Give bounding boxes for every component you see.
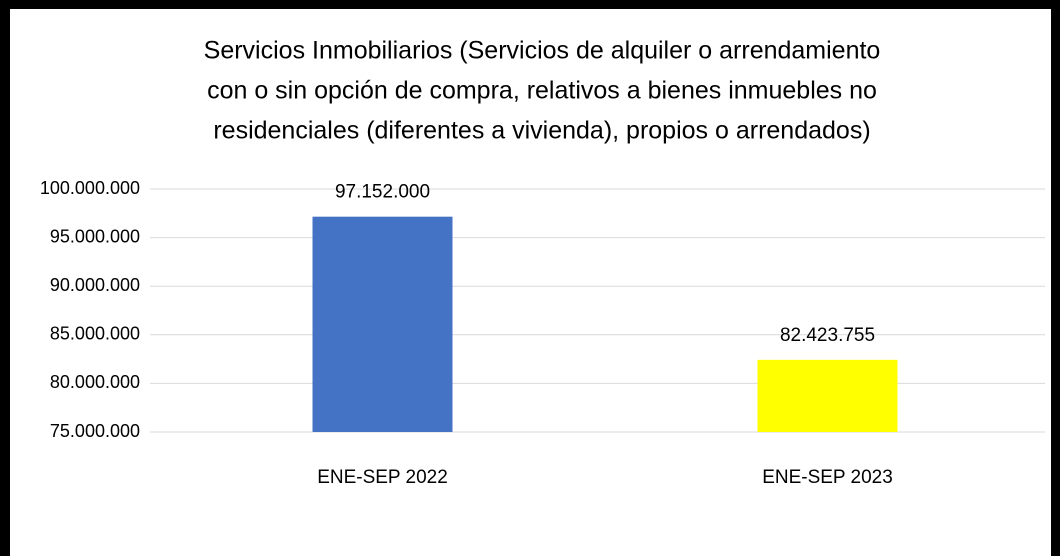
- frame-right: [1051, 0, 1060, 556]
- y-tick-label: 80.000.000: [50, 372, 140, 392]
- x-tick-label: ENE-SEP 2022: [317, 467, 448, 488]
- bar: [312, 216, 453, 432]
- y-tick-label: 95.000.000: [50, 226, 140, 246]
- chart-title: Servicios Inmobiliarios (Servicios de al…: [204, 37, 881, 65]
- frame-top: [0, 0, 1060, 9]
- y-tick-label: 100.000.000: [40, 178, 140, 198]
- y-tick-label: 75.000.000: [50, 421, 140, 441]
- y-tick-label: 90.000.000: [50, 275, 140, 295]
- chart-title: residenciales (diferentes a vivienda), p…: [213, 117, 870, 145]
- data-label: 97.152.000: [335, 182, 430, 203]
- data-label: 82.423.755: [780, 325, 875, 346]
- frame-left: [0, 0, 10, 556]
- chart-title: con o sin opción de compra, relativos a …: [207, 77, 877, 105]
- x-tick-label: ENE-SEP 2023: [762, 467, 893, 488]
- bar: [757, 359, 898, 432]
- y-tick-label: 85.000.000: [50, 324, 140, 344]
